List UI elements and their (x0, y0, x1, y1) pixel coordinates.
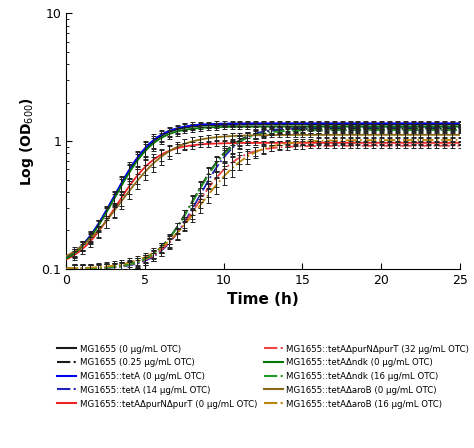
Legend: MG1655 (0 μg/mL OTC), MG1655 (0.25 μg/mL OTC), MG1655::tetA (0 μg/mL OTC), MG165: MG1655 (0 μg/mL OTC), MG1655 (0.25 μg/mL… (55, 342, 472, 411)
X-axis label: Time (h): Time (h) (227, 292, 299, 307)
Y-axis label: Log (OD$_{600}$): Log (OD$_{600}$) (18, 97, 36, 185)
